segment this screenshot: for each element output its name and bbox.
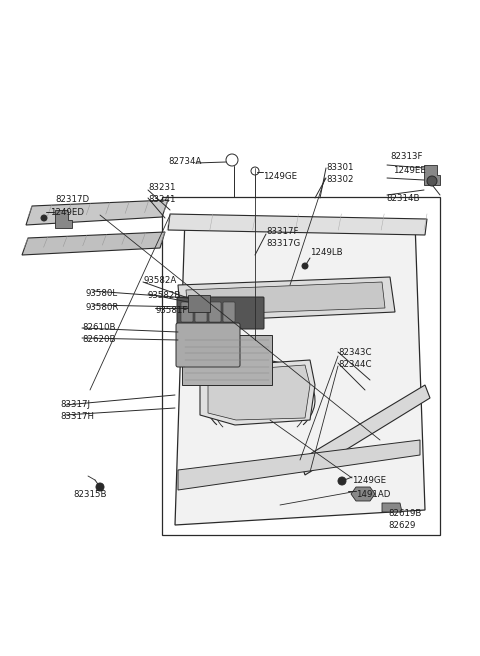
Polygon shape	[208, 365, 310, 420]
Text: 83301: 83301	[326, 163, 353, 172]
Text: 83317G: 83317G	[266, 239, 300, 248]
Polygon shape	[26, 200, 168, 225]
Polygon shape	[175, 217, 425, 525]
Text: 83317J: 83317J	[60, 400, 90, 409]
Text: 1249ED: 1249ED	[50, 208, 84, 217]
Text: 82317D: 82317D	[55, 195, 89, 204]
Text: 82344C: 82344C	[338, 360, 372, 369]
Polygon shape	[22, 232, 165, 255]
Polygon shape	[424, 165, 440, 185]
Circle shape	[338, 477, 346, 485]
Text: 82619B: 82619B	[388, 509, 421, 518]
Text: 83317F: 83317F	[266, 227, 299, 236]
Polygon shape	[351, 487, 375, 501]
Text: 82734A: 82734A	[168, 157, 202, 166]
Text: 93581F: 93581F	[155, 306, 187, 315]
FancyBboxPatch shape	[195, 302, 207, 322]
Text: 1249EE: 1249EE	[393, 166, 426, 175]
FancyBboxPatch shape	[177, 297, 264, 329]
Polygon shape	[182, 335, 272, 385]
Polygon shape	[168, 214, 427, 235]
Polygon shape	[382, 503, 402, 512]
Text: 1491AD: 1491AD	[356, 490, 390, 499]
Text: 82314B: 82314B	[386, 194, 420, 203]
Polygon shape	[300, 385, 430, 475]
Text: 83241: 83241	[148, 195, 176, 204]
Text: 82629: 82629	[388, 521, 415, 530]
FancyBboxPatch shape	[181, 302, 193, 322]
Circle shape	[302, 263, 308, 269]
Polygon shape	[178, 440, 420, 490]
Text: 82610B: 82610B	[82, 323, 116, 332]
Circle shape	[251, 167, 259, 175]
Text: 93582B: 93582B	[148, 291, 181, 300]
Circle shape	[226, 154, 238, 166]
Polygon shape	[200, 360, 315, 425]
Text: 83302: 83302	[326, 175, 353, 184]
Text: 1249LB: 1249LB	[310, 248, 343, 257]
Text: 93582A: 93582A	[143, 276, 176, 285]
Text: 82315B: 82315B	[73, 490, 107, 499]
Text: 1249GE: 1249GE	[352, 476, 386, 485]
Text: 82343C: 82343C	[338, 348, 372, 357]
Polygon shape	[186, 282, 385, 315]
Polygon shape	[188, 295, 210, 312]
Text: 82620B: 82620B	[82, 335, 116, 344]
Circle shape	[41, 215, 47, 221]
Text: 93580L: 93580L	[86, 289, 118, 298]
FancyBboxPatch shape	[176, 323, 240, 367]
Text: 83231: 83231	[148, 183, 176, 192]
Circle shape	[96, 483, 104, 491]
Circle shape	[427, 176, 437, 186]
Text: 1249GE: 1249GE	[263, 172, 297, 181]
Text: 83317H: 83317H	[60, 412, 94, 421]
Text: 93580R: 93580R	[86, 303, 120, 312]
Text: 82313F: 82313F	[390, 152, 422, 161]
FancyBboxPatch shape	[209, 302, 221, 322]
Polygon shape	[55, 210, 72, 228]
FancyBboxPatch shape	[223, 302, 235, 322]
Polygon shape	[178, 277, 395, 322]
